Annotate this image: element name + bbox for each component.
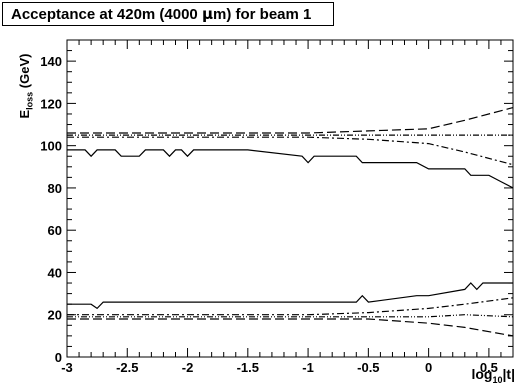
chart-title: Acceptance at 420m (4000 μm) for beam 1 <box>2 2 334 26</box>
x-tick-label: -2 <box>182 360 194 375</box>
x-tick-label: -3 <box>61 360 73 375</box>
y-tick-label: 0 <box>55 350 62 365</box>
series-line-1 <box>67 149 514 189</box>
series-line-5 <box>67 136 514 166</box>
x-tick-label: -1 <box>302 360 314 375</box>
y-tick-label: 120 <box>40 96 62 111</box>
x-axis-label: log10|t| <box>471 366 515 385</box>
x-tick-label: 0 <box>425 360 432 375</box>
series-line-2 <box>67 282 513 310</box>
series-line-8 <box>67 314 514 318</box>
y-tick-label: 20 <box>48 308 62 323</box>
plot-frame <box>66 39 514 358</box>
y-tick-label: 40 <box>48 265 62 280</box>
y-tick-label: 80 <box>48 181 62 196</box>
y-axis-label: Eloss (GeV) <box>17 53 35 119</box>
x-tick-label: -1.5 <box>237 360 259 375</box>
series-line-6 <box>67 297 514 316</box>
y-tick-label: 140 <box>40 54 62 69</box>
y-tick-label: 100 <box>40 139 62 154</box>
y-tick-label: 60 <box>48 223 62 238</box>
series-line-4 <box>67 318 514 337</box>
x-tick-label: -2.5 <box>116 360 138 375</box>
x-tick-label: -0.5 <box>357 360 379 375</box>
series-line-3 <box>67 107 514 134</box>
x-tick-label: 0.5 <box>480 360 498 375</box>
